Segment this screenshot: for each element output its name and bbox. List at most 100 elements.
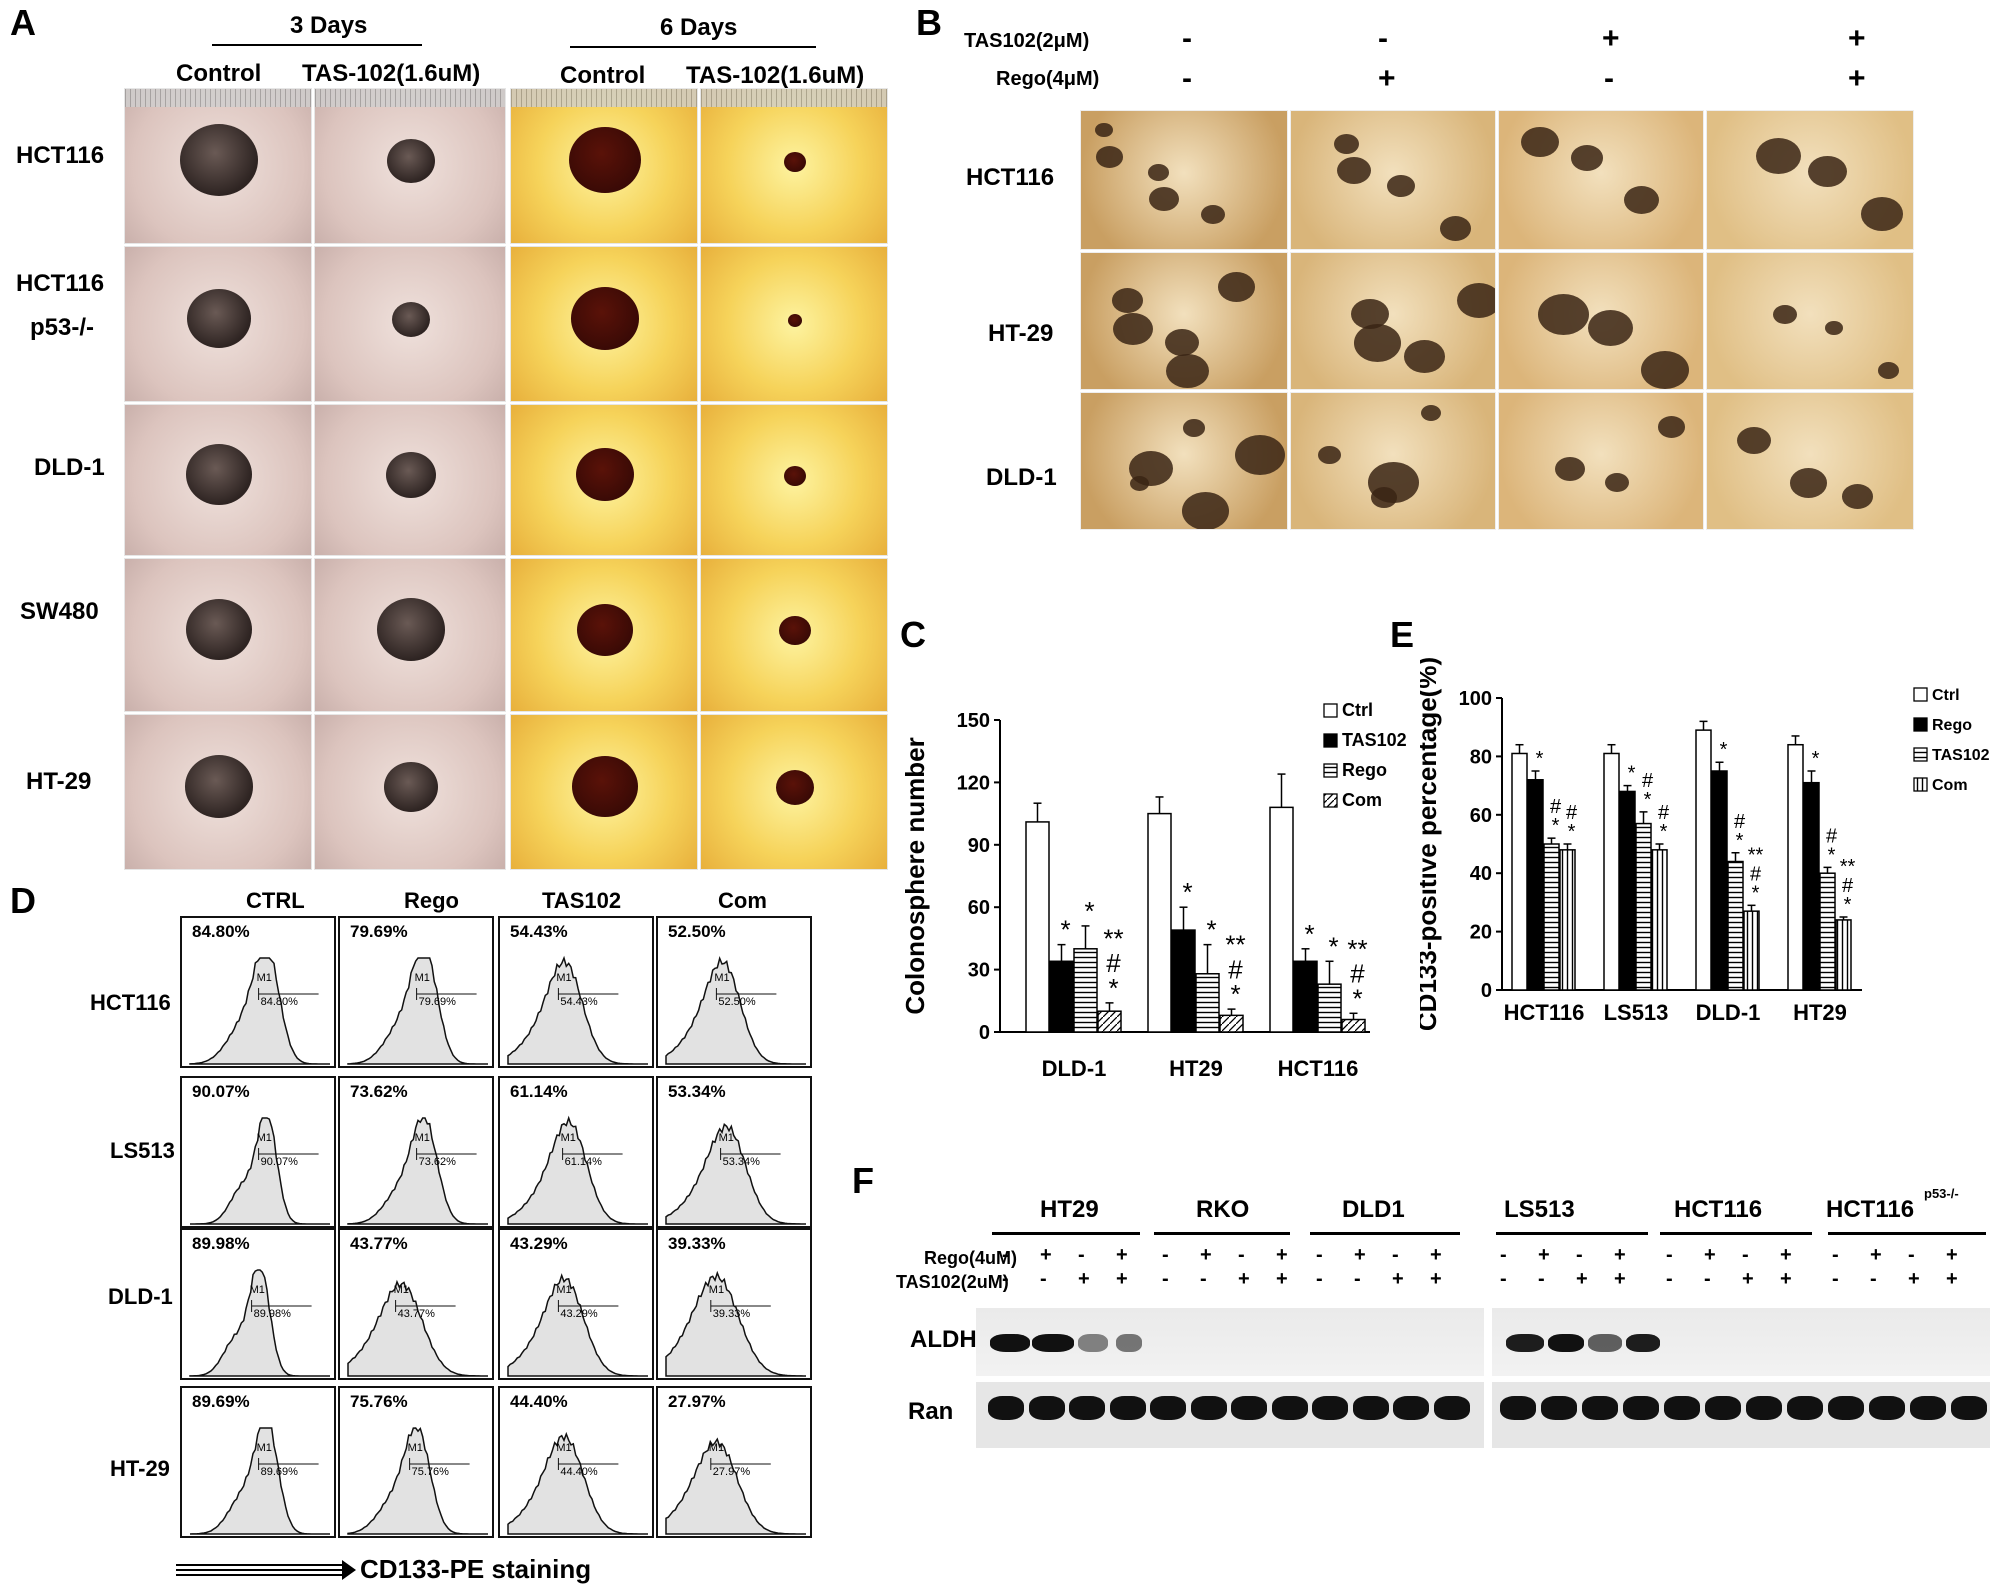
flow-histogram-curve: [189, 957, 330, 1065]
colonosphere: [1658, 416, 1685, 438]
panel-f-sign: -: [1078, 1244, 1085, 1266]
ran-band: [1541, 1396, 1577, 1420]
spheroid: [180, 124, 258, 196]
flow-gate-value: 43.29%: [560, 1308, 598, 1320]
bar-ctrl: [1147, 812, 1172, 1033]
bar-com: [1341, 1018, 1366, 1033]
panel-b-treatment-tas102: TAS102(2μM): [964, 30, 1090, 52]
flow-gate-label: M1: [714, 972, 730, 984]
flow-gate-value: 73.62%: [418, 1156, 456, 1168]
flow-histogram-curve: [507, 1431, 648, 1535]
flow-positive-percentage: 61.14%: [510, 1082, 568, 1101]
ran-band: [1746, 1396, 1782, 1420]
colonosphere: [1773, 305, 1797, 325]
panel-a-micrograph: [510, 714, 698, 870]
significance-mark: **: [1748, 844, 1764, 866]
flow-gate-value: 54.43%: [560, 996, 598, 1008]
panel-f-group-rule: [1496, 1232, 1648, 1235]
legend-label: Ctrl: [1342, 700, 1373, 720]
significance-mark: *: [1182, 877, 1192, 907]
panel-a-row-label-sw480: SW480: [20, 598, 99, 625]
panel-a-timepoint-3days: 3 Days: [290, 12, 368, 39]
ran-band: [1231, 1396, 1267, 1420]
panel-a-micrograph: [124, 88, 312, 244]
bar-ctrl: [1603, 752, 1620, 991]
panel-f-sign: -: [1354, 1268, 1361, 1290]
flow-gate-value: 89.69%: [260, 1466, 298, 1478]
panel-a-micrograph: [510, 558, 698, 712]
panel-f-sign: -: [1704, 1268, 1711, 1290]
spheroid: [577, 604, 633, 656]
flow-positive-percentage: 27.97%: [668, 1392, 726, 1411]
legend-label: Rego: [1932, 717, 1972, 734]
flow-gate-label: M1: [556, 972, 572, 984]
panel-d-row-label-ls513: LS513: [110, 1138, 175, 1163]
panel-a-micrograph: [124, 404, 312, 556]
significance-mark: *: [1628, 763, 1636, 785]
chart-y-tick-label: 0: [979, 1022, 990, 1044]
panel-b-treatment-rego: Rego(4μM): [996, 68, 1100, 90]
panel-b-micrograph: [1498, 252, 1704, 390]
panel-f-group-hct116-p53: HCT116: [1826, 1196, 1915, 1223]
significance-mark: #: [1350, 959, 1365, 989]
panel-f-sign: +: [1870, 1244, 1882, 1266]
colonosphere: [1538, 294, 1589, 335]
chart-y-tick-label: 60: [968, 897, 990, 919]
flow-positive-percentage: 43.77%: [350, 1234, 408, 1253]
colonosphere: [1183, 419, 1205, 437]
panel-a-micrograph: [124, 714, 312, 870]
panel-a-micrograph: [124, 558, 312, 712]
panel-b-micrograph: [1706, 252, 1914, 390]
flow-gate-value: 43.77%: [397, 1308, 435, 1320]
panel-f-sign: +: [1576, 1268, 1588, 1290]
significance-mark: #: [1734, 811, 1746, 833]
panel-b-micrograph: [1080, 392, 1288, 530]
panel-a-header-rule-1: [212, 44, 422, 46]
flow-gate-value: 52.50%: [718, 996, 756, 1008]
flow-gate-label: M1: [256, 972, 272, 984]
spheroid: [776, 770, 814, 805]
micrograph-scale-ruler: [125, 89, 311, 107]
panel-f-sign: -: [1040, 1268, 1047, 1290]
panel-a-condition-tas-6d: TAS-102(1.6uM): [686, 62, 865, 89]
panel-f-group-superscript: p53-/-: [1924, 1186, 1959, 1201]
panel-d-row-label-dld1: DLD-1: [108, 1284, 173, 1309]
flow-histogram-curve: [507, 1115, 648, 1225]
ran-band: [1433, 1396, 1470, 1420]
panel-f-sign: -: [1908, 1244, 1915, 1266]
spheroid: [384, 762, 438, 812]
panel-f-sign: +: [1078, 1268, 1090, 1290]
ran-band: [1869, 1396, 1905, 1420]
panel-b-row-label-ht29: HT-29: [988, 320, 1054, 347]
panel-f-sign: +: [1704, 1244, 1716, 1266]
flow-gate-label: M1: [249, 1284, 265, 1296]
chart-category-label: HT29: [1169, 1056, 1223, 1081]
bar-rego: [1711, 770, 1728, 991]
panel-f-sign: +: [1392, 1268, 1404, 1290]
colonosphere: [1235, 435, 1285, 475]
ran-band: [1910, 1396, 1946, 1420]
panel-f-sign: +: [1614, 1268, 1626, 1290]
colonosphere: [1387, 175, 1415, 198]
ran-band: [988, 1396, 1024, 1420]
ran-band: [1582, 1396, 1618, 1420]
panel-a-row-label-hct116-p53: HCT116: [16, 270, 105, 297]
spheroid: [576, 448, 634, 502]
flow-histogram-panel: 90.07% M1 90.07%: [180, 1076, 336, 1228]
chart-category-label: HCT116: [1278, 1056, 1359, 1081]
spheroid: [784, 152, 806, 173]
panel-f-sign: +: [1742, 1268, 1754, 1290]
panel-b-sign-rego-3: -: [1604, 62, 1614, 95]
flow-gate-label: M1: [718, 1132, 734, 1144]
flow-histogram-curve: [665, 1270, 806, 1377]
flow-histogram-panel: 84.80% M1 84.80%: [180, 916, 336, 1068]
panel-a-condition-control-6d: Control: [560, 62, 646, 89]
flow-gate-label: M1: [393, 1284, 409, 1296]
bar-ctrl: [1787, 743, 1804, 991]
panel-f-sign: -: [1500, 1268, 1507, 1290]
flow-histogram-curve: [189, 1427, 330, 1535]
colonosphere: [1166, 354, 1209, 389]
flow-gate-label: M1: [256, 1132, 272, 1144]
colonosphere: [1440, 216, 1471, 241]
significance-mark: *: [1828, 844, 1836, 866]
